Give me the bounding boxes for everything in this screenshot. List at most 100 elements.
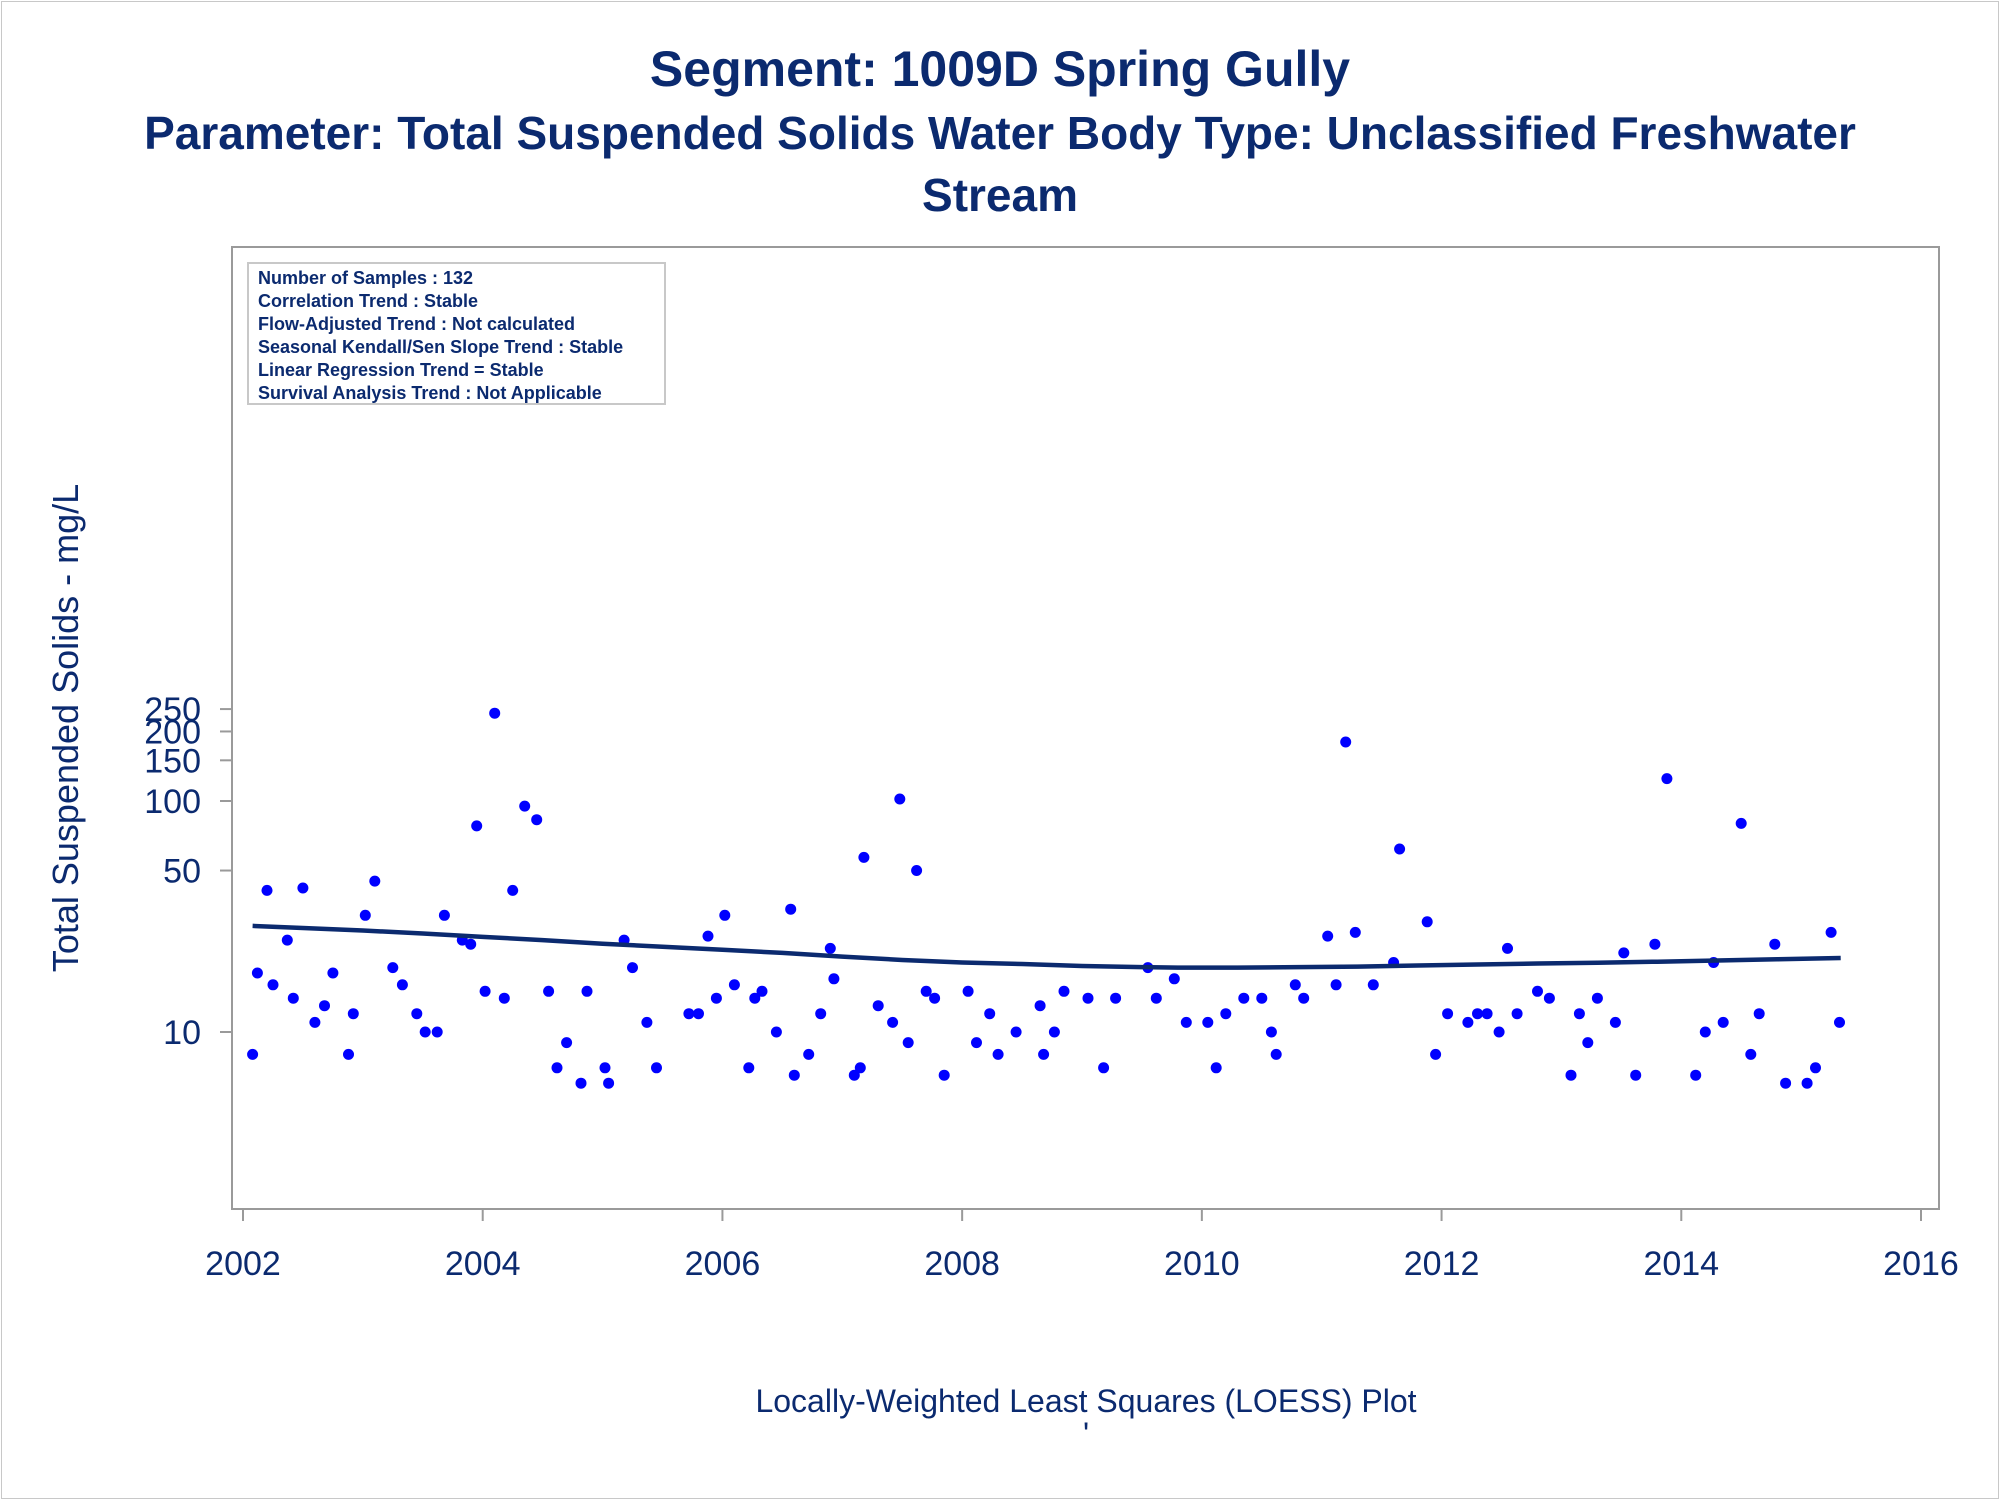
x-tick-label-2008: 2008 bbox=[924, 1245, 1000, 1283]
loess-curve bbox=[252, 923, 1841, 970]
x-axis: 2002 2004 2006 2008 2010 2012 2014 2016 bbox=[205, 1209, 1959, 1283]
plot-area bbox=[231, 246, 1940, 1210]
data-point bbox=[1825, 926, 1837, 938]
data-point bbox=[872, 1000, 884, 1012]
data-point bbox=[1220, 1008, 1232, 1020]
data-point bbox=[1394, 843, 1406, 855]
data-point bbox=[1834, 1016, 1845, 1028]
data-point bbox=[543, 985, 555, 997]
data-point bbox=[1745, 1048, 1757, 1060]
trend-stat-line: Survival Analysis Trend : Not Applicable bbox=[258, 383, 602, 403]
data-point bbox=[599, 1062, 611, 1074]
data-point bbox=[1289, 979, 1301, 991]
data-point bbox=[309, 1016, 321, 1028]
data-point bbox=[281, 934, 293, 946]
data-point bbox=[1421, 916, 1433, 928]
data-point bbox=[1543, 992, 1555, 1004]
data-point bbox=[984, 1008, 996, 1020]
data-point bbox=[815, 1008, 827, 1020]
data-point bbox=[1340, 736, 1352, 748]
data-point bbox=[803, 1048, 815, 1060]
x-tick-label-2010: 2010 bbox=[1164, 1245, 1240, 1283]
data-point bbox=[561, 1037, 573, 1049]
data-point bbox=[749, 992, 761, 1004]
x-tick-label-2002: 2002 bbox=[205, 1245, 281, 1283]
footnote-mark: ' bbox=[1083, 1416, 1089, 1452]
data-point bbox=[327, 967, 339, 979]
data-point bbox=[319, 1000, 330, 1012]
data-point bbox=[1082, 992, 1094, 1004]
x-tick-label-2004: 2004 bbox=[445, 1245, 521, 1283]
loess-curve-group bbox=[252, 923, 1841, 970]
data-point bbox=[1511, 1008, 1523, 1020]
data-point bbox=[1769, 938, 1781, 950]
data-point bbox=[1801, 1077, 1813, 1089]
data-point bbox=[431, 1026, 443, 1038]
x-tick-label-2014: 2014 bbox=[1643, 1245, 1719, 1283]
y-tick-label-100: 100 bbox=[144, 783, 201, 821]
y-tick-label-250: 250 bbox=[144, 691, 201, 729]
data-point bbox=[1753, 1008, 1765, 1020]
data-point bbox=[788, 1069, 800, 1081]
data-point bbox=[438, 909, 450, 921]
data-point bbox=[962, 985, 974, 997]
data-point bbox=[531, 814, 543, 826]
data-point bbox=[261, 884, 273, 896]
x-tick-label-2006: 2006 bbox=[685, 1245, 761, 1283]
data-point bbox=[854, 1062, 866, 1074]
data-point bbox=[471, 820, 483, 832]
data-point bbox=[1110, 992, 1122, 1004]
data-point bbox=[1202, 1016, 1214, 1028]
data-point bbox=[347, 1008, 359, 1020]
data-point bbox=[828, 973, 840, 985]
data-point bbox=[1256, 992, 1268, 1004]
data-point bbox=[1472, 1008, 1483, 1020]
data-point bbox=[1630, 1069, 1642, 1081]
y-tick-label-10: 10 bbox=[163, 1014, 201, 1052]
x-tick-label-2012: 2012 bbox=[1404, 1245, 1480, 1283]
data-point bbox=[1565, 1069, 1577, 1081]
data-point bbox=[641, 1016, 653, 1028]
data-point bbox=[743, 1062, 755, 1074]
data-point bbox=[683, 1008, 695, 1020]
data-point bbox=[728, 979, 740, 991]
data-point bbox=[1298, 992, 1310, 1004]
data-point bbox=[359, 909, 371, 921]
data-point bbox=[1810, 1062, 1821, 1074]
data-point bbox=[902, 1037, 914, 1049]
data-point bbox=[1098, 1062, 1110, 1074]
data-point bbox=[1168, 973, 1180, 985]
chart-title-segment: Segment: 1009D Spring Gully bbox=[649, 41, 1351, 97]
data-point bbox=[1322, 930, 1334, 942]
data-point bbox=[719, 909, 731, 921]
data-point bbox=[911, 865, 923, 876]
y-axis-label: Total Suspended Solids - mg/L bbox=[45, 484, 86, 972]
data-point bbox=[1481, 1008, 1493, 1020]
data-point bbox=[1502, 942, 1513, 954]
data-point bbox=[1210, 1062, 1222, 1074]
data-point bbox=[1618, 947, 1630, 959]
data-point bbox=[1532, 985, 1543, 997]
data-point bbox=[387, 962, 399, 974]
data-point bbox=[858, 851, 870, 863]
data-point bbox=[710, 992, 722, 1004]
data-point bbox=[267, 979, 279, 991]
data-point bbox=[1270, 1048, 1282, 1060]
data-point bbox=[938, 1069, 950, 1081]
data-point bbox=[1349, 926, 1361, 938]
data-point bbox=[894, 793, 906, 805]
data-point bbox=[1735, 817, 1747, 829]
data-point bbox=[1699, 1026, 1711, 1038]
data-point bbox=[507, 884, 519, 896]
data-point bbox=[1330, 979, 1342, 991]
data-point bbox=[1038, 1048, 1050, 1060]
data-point bbox=[1010, 1026, 1022, 1038]
data-point bbox=[489, 707, 501, 719]
data-point bbox=[887, 1016, 899, 1028]
trend-stats-box: Number of Samples : 132 Correlation Trend… bbox=[247, 262, 666, 405]
data-point bbox=[1649, 938, 1661, 950]
data-point bbox=[1582, 1037, 1594, 1049]
